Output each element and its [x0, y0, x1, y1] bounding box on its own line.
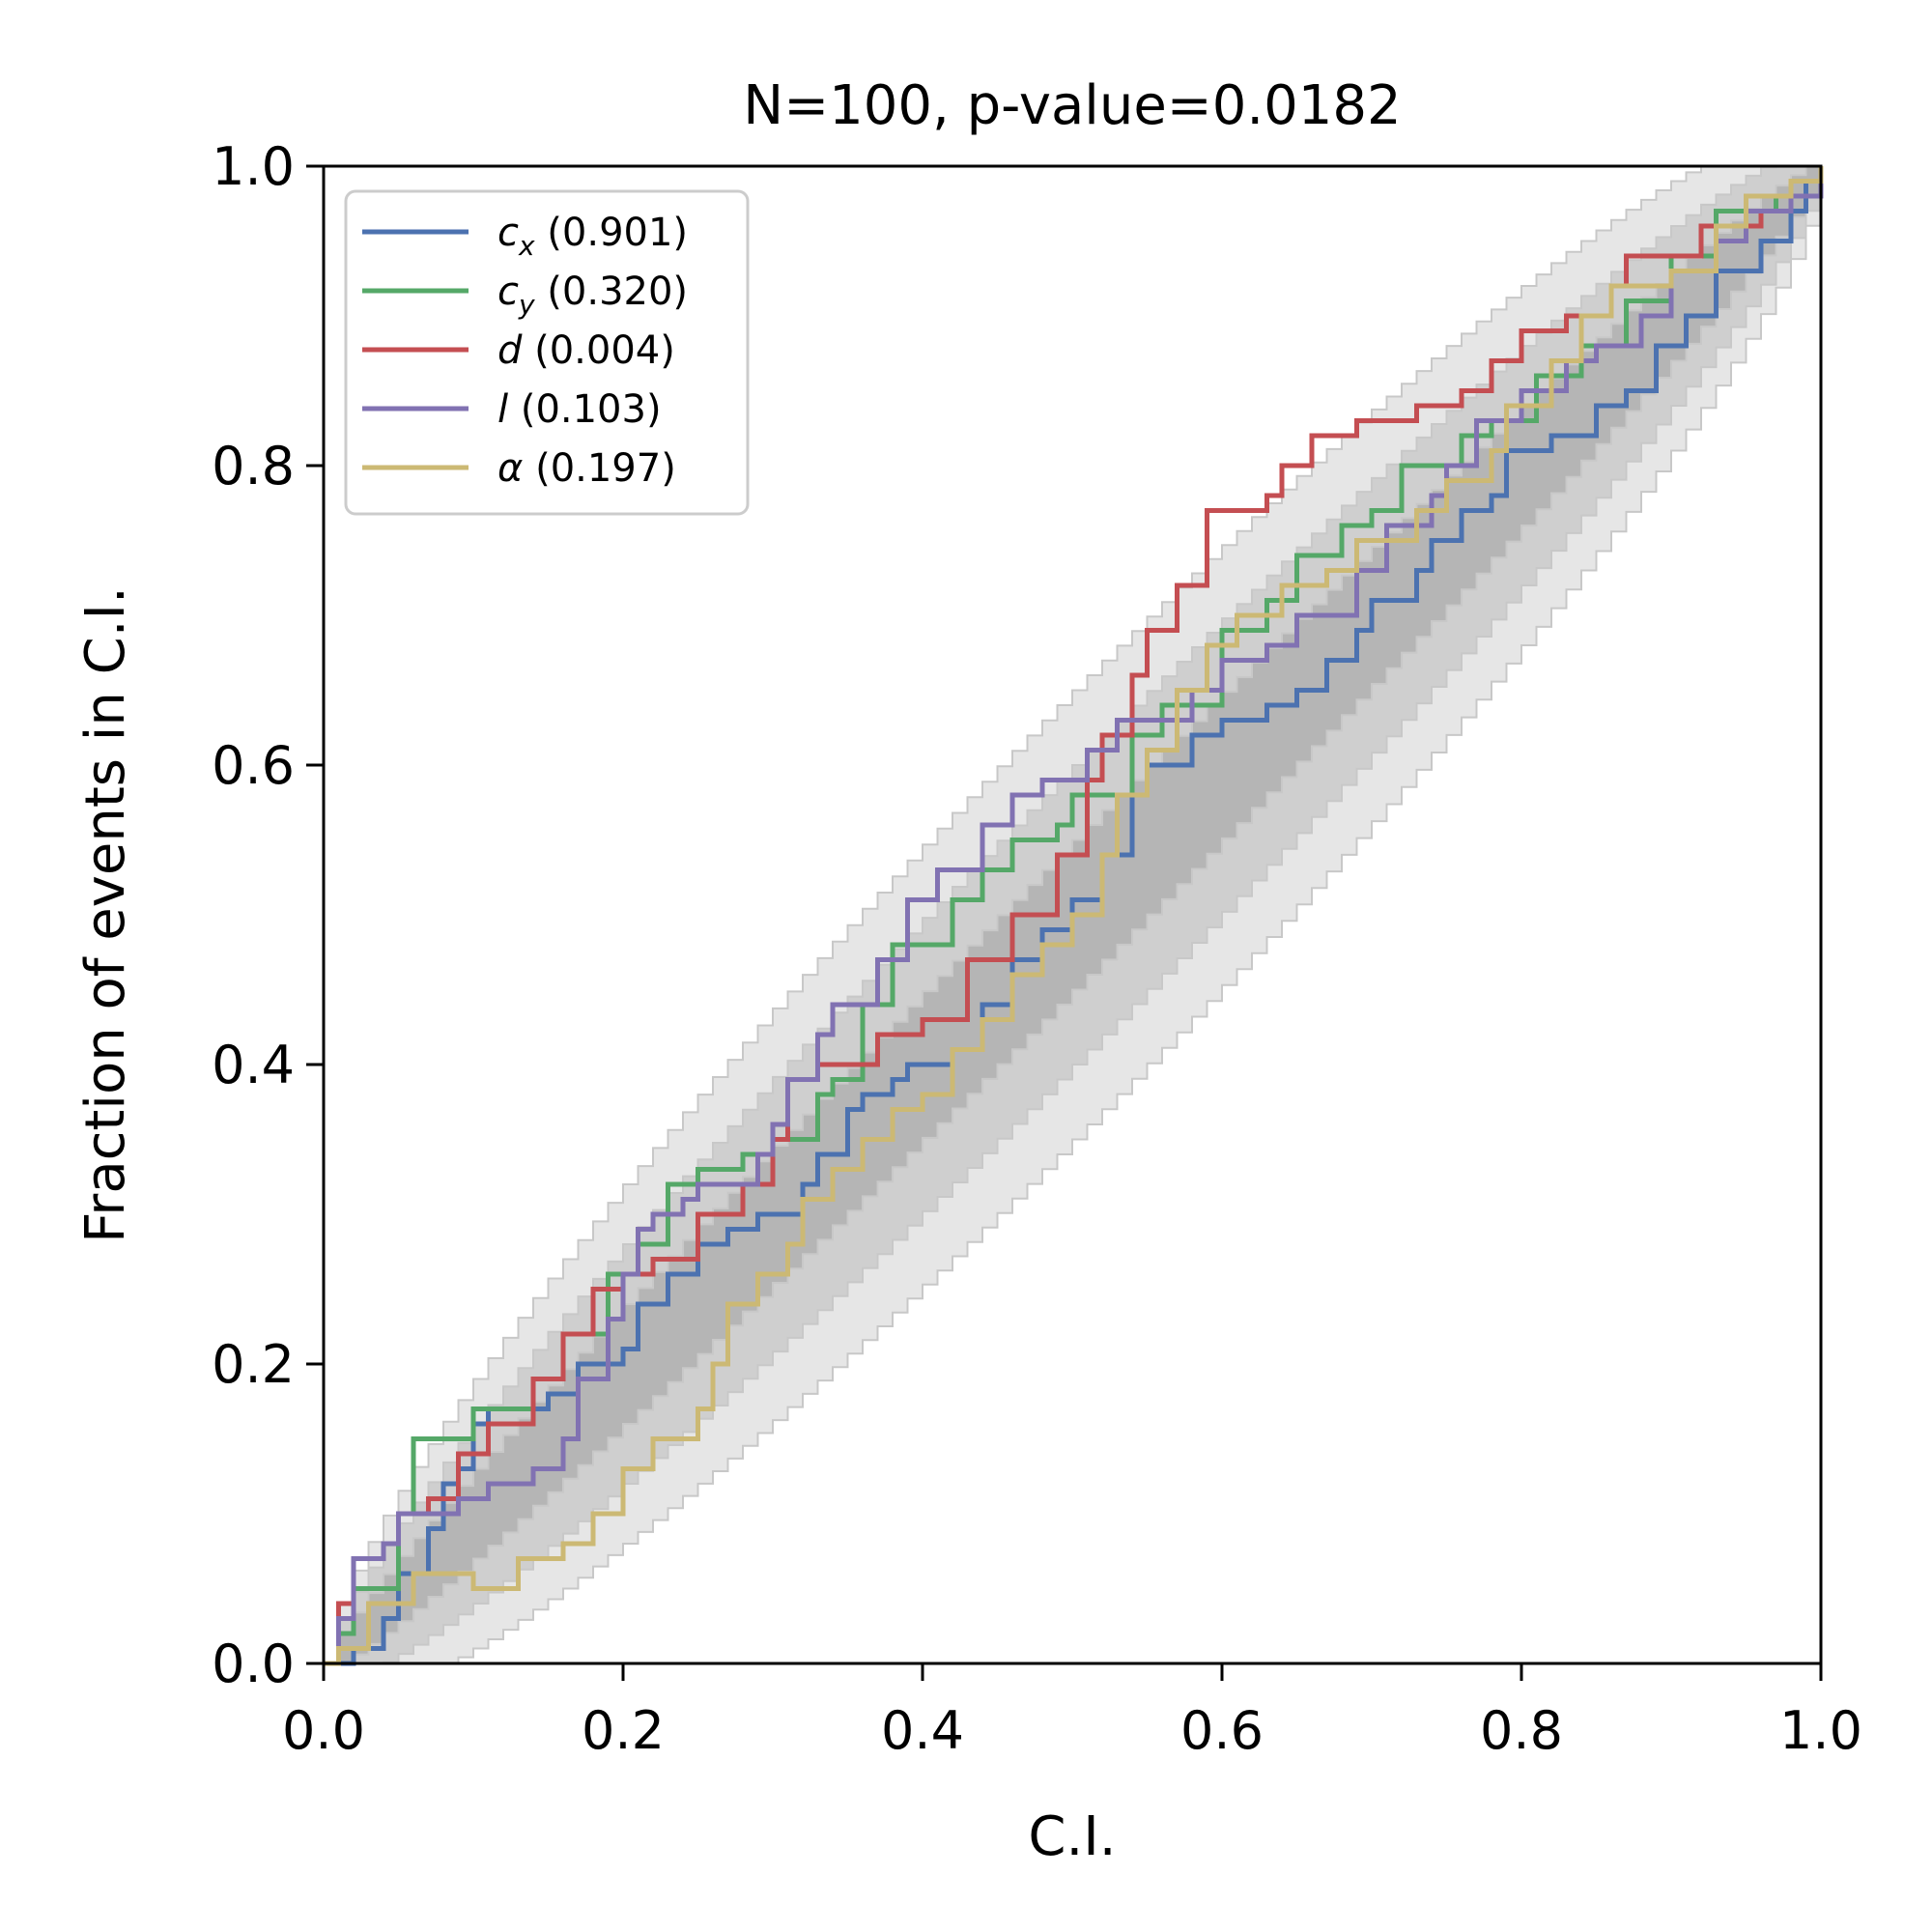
y-tick-label: 0.2	[212, 1334, 295, 1395]
y-tick-label: 1.0	[212, 136, 295, 197]
x-tick-label: 0.2	[582, 1700, 665, 1761]
series-lines	[324, 166, 1824, 1666]
legend-entry: d (0.004)	[497, 328, 675, 373]
legend-entry: cx (0.901)	[497, 211, 688, 262]
legend-entry: l (0.103)	[497, 387, 662, 432]
x-axis: 0.0 0.2 0.4 0.6 0.8 1.0	[282, 1663, 1862, 1761]
legend-entry: α (0.197)	[497, 446, 676, 491]
y-tick-label: 0.6	[212, 735, 295, 796]
y-axis: 0.0 0.2 0.4 0.6 0.8 1.0	[212, 136, 324, 1694]
legend: cx (0.901) cy (0.320) d (0.004) l (0.103) α …	[344, 189, 750, 516]
series-line-0	[324, 166, 1824, 1666]
x-tick-label: 1.0	[1779, 1700, 1862, 1761]
y-axis-label: Fraction of events in C.I.	[74, 586, 137, 1243]
chart-title: N=100, p-value=0.0182	[743, 74, 1401, 137]
x-tick-label: 0.8	[1480, 1700, 1563, 1761]
series-line-2	[324, 166, 1824, 1666]
x-axis-label: C.I.	[1028, 1805, 1116, 1868]
series-line-4	[324, 166, 1824, 1666]
x-tick-label: 0.4	[881, 1700, 964, 1761]
legend-entry: cy (0.320)	[497, 270, 688, 321]
y-tick-label: 0.8	[212, 436, 295, 497]
x-tick-label: 0.6	[1180, 1700, 1264, 1761]
x-tick-label: 0.0	[282, 1700, 365, 1761]
y-tick-label: 0.4	[212, 1035, 295, 1095]
legend-box	[344, 189, 750, 516]
y-tick-label: 0.0	[212, 1634, 295, 1694]
plot-frame	[322, 164, 1823, 1665]
